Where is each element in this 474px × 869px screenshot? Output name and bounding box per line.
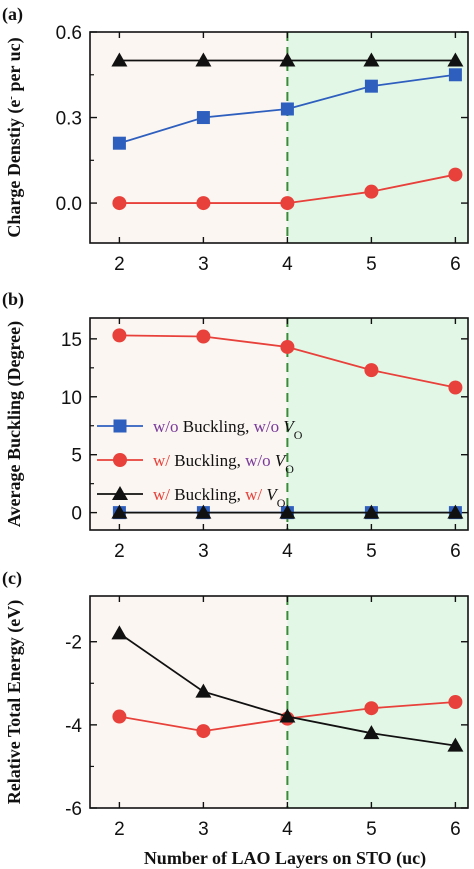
data-point-circle bbox=[112, 709, 127, 724]
data-point-triangle bbox=[111, 625, 128, 640]
axes-frame bbox=[89, 595, 469, 809]
x-tick-label: 4 bbox=[282, 541, 293, 562]
y-axis-label: Average Buckling (Degree) bbox=[4, 321, 25, 527]
y-tick-label: 0.0 bbox=[56, 194, 82, 215]
data-point-circle bbox=[196, 329, 211, 344]
y-tick-label: 0.3 bbox=[56, 109, 82, 130]
x-tick-label: 3 bbox=[198, 254, 209, 275]
x-tick-label: 5 bbox=[366, 819, 377, 840]
x-tick-label: 4 bbox=[282, 819, 293, 840]
series-circle bbox=[112, 328, 463, 395]
data-point-circle bbox=[196, 724, 211, 739]
x-tick-label: 6 bbox=[450, 541, 461, 562]
left-region bbox=[90, 596, 288, 808]
data-point-circle bbox=[280, 339, 295, 354]
legend-entry: w/ Buckling, w/o VO bbox=[153, 451, 294, 476]
series-triangle bbox=[111, 52, 464, 67]
data-point-square bbox=[112, 136, 126, 150]
legend-marker-circle bbox=[113, 453, 127, 467]
data-point-triangle bbox=[279, 708, 296, 723]
right-region bbox=[287, 318, 468, 530]
data-point-circle bbox=[364, 184, 379, 199]
data-point-circle bbox=[112, 196, 127, 211]
data-point-triangle bbox=[363, 725, 380, 740]
series-square bbox=[112, 68, 462, 150]
y-tick-label: 15 bbox=[61, 330, 82, 351]
y-tick-label: -6 bbox=[65, 799, 82, 820]
data-point-circle bbox=[448, 380, 463, 395]
data-point-triangle bbox=[195, 683, 212, 698]
series-circle bbox=[112, 167, 463, 211]
data-point-triangle bbox=[111, 504, 128, 519]
x-tick-label: 2 bbox=[114, 254, 125, 275]
panel-b: 2 3 4 5 6 0 5 10 15 (b) Average Buckling (Degree) w… bbox=[2, 289, 469, 562]
panel-label: (b) bbox=[2, 289, 24, 310]
panel-c: 2 3 4 5 6 -6 -4 -2 (c) Relative Total Energy (eV)… bbox=[2, 568, 469, 869]
data-point-triangle bbox=[111, 52, 128, 67]
series-triangle bbox=[111, 625, 464, 752]
data-point-circle bbox=[364, 363, 379, 378]
y-tick-label: -2 bbox=[65, 633, 82, 654]
data-point-triangle bbox=[363, 504, 380, 519]
y-axis-label: Charge Denstiy (e- per uc) bbox=[4, 37, 25, 237]
data-point-circle bbox=[196, 196, 211, 211]
right-region bbox=[287, 32, 468, 243]
x-tick-label: 6 bbox=[450, 254, 461, 275]
data-point-triangle bbox=[447, 737, 464, 752]
x-tick-label: 5 bbox=[366, 254, 377, 275]
legend-entry: w/ Buckling, w/ VO bbox=[153, 485, 286, 510]
axes-frame bbox=[89, 31, 469, 244]
data-point-triangle bbox=[363, 52, 380, 67]
axes-frame bbox=[89, 317, 469, 531]
data-point-triangle bbox=[279, 504, 296, 519]
data-point-circle bbox=[280, 196, 295, 211]
data-point-circle bbox=[364, 701, 379, 716]
y-axis-label: Relative Total Energy (eV) bbox=[4, 600, 25, 804]
data-point-square bbox=[364, 79, 378, 93]
data-point-triangle bbox=[195, 504, 212, 519]
y-tick-label: 0.6 bbox=[56, 23, 82, 44]
x-tick-label: 3 bbox=[198, 819, 209, 840]
data-point-triangle bbox=[195, 52, 212, 67]
data-point-triangle bbox=[279, 52, 296, 67]
data-point-square bbox=[196, 111, 210, 125]
x-tick-label: 3 bbox=[198, 541, 209, 562]
x-tick-label: 2 bbox=[114, 541, 125, 562]
y-tick-label: 0 bbox=[71, 504, 82, 525]
legend-marker-triangle bbox=[112, 486, 128, 500]
data-point-triangle bbox=[447, 52, 464, 67]
legend-entry: w/o Buckling, w/o VO bbox=[153, 417, 303, 442]
panel-a: 2 3 4 5 6 0.0 0.3 0.6 (a) Charge Denstiy (e- per … bbox=[2, 4, 469, 275]
x-tick-label: 5 bbox=[366, 541, 377, 562]
data-point-circle bbox=[448, 167, 463, 182]
x-axis-label: Number of LAO Layers on STO (uc) bbox=[144, 848, 426, 869]
y-tick-label: 10 bbox=[61, 388, 82, 409]
x-tick-label: 2 bbox=[114, 819, 125, 840]
right-region bbox=[287, 596, 468, 808]
data-point-square bbox=[448, 68, 462, 82]
data-point-square bbox=[280, 102, 294, 116]
panel-label: (a) bbox=[2, 4, 23, 25]
panel-label: (c) bbox=[2, 568, 22, 589]
legend: w/o Buckling, w/o VO w/ Buckling, w/o VO w… bbox=[97, 417, 303, 510]
y-tick-label: -4 bbox=[65, 716, 82, 737]
data-point-circle bbox=[448, 695, 463, 709]
x-tick-label: 4 bbox=[282, 254, 293, 275]
legend-marker-square bbox=[113, 419, 127, 433]
data-point-circle bbox=[112, 328, 127, 343]
series-triangle bbox=[111, 504, 464, 519]
y-tick-label: 5 bbox=[71, 446, 82, 467]
data-point-triangle bbox=[447, 504, 464, 519]
x-tick-label: 6 bbox=[450, 819, 461, 840]
